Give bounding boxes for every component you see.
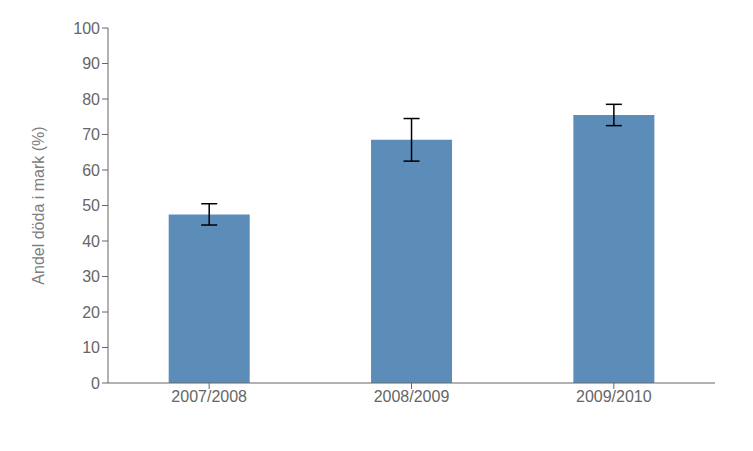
svg-text:2009/2010: 2009/2010 (576, 388, 652, 405)
svg-text:40: 40 (82, 233, 100, 250)
svg-text:2008/2009: 2008/2009 (374, 388, 450, 405)
svg-text:60: 60 (82, 162, 100, 179)
svg-text:10: 10 (82, 339, 100, 356)
svg-text:20: 20 (82, 304, 100, 321)
svg-text:70: 70 (82, 126, 100, 143)
svg-text:80: 80 (82, 91, 100, 108)
svg-text:30: 30 (82, 268, 100, 285)
svg-text:100: 100 (73, 20, 100, 37)
svg-text:0: 0 (91, 375, 100, 392)
svg-text:50: 50 (82, 197, 100, 214)
svg-text:90: 90 (82, 55, 100, 72)
svg-text:Andel döda i mark (%): Andel döda i mark (%) (30, 126, 47, 284)
svg-text:2007/2008: 2007/2008 (171, 388, 247, 405)
